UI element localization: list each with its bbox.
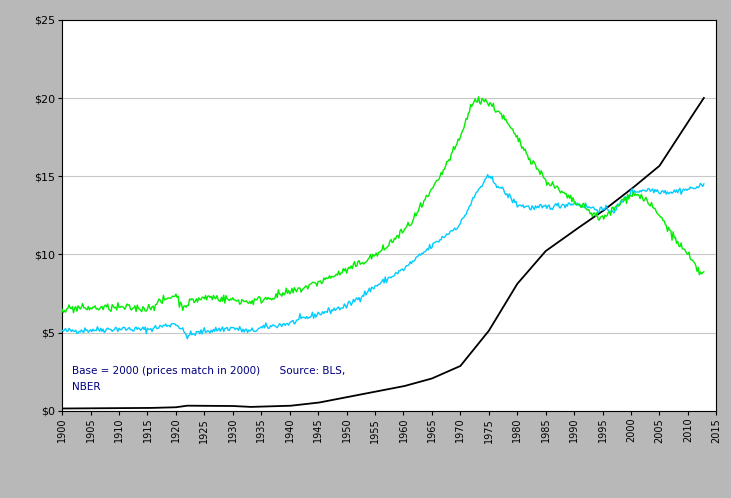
- Hourly earnings, CPI adjusted: [436, 237, 445, 243]
- Hourly earnings, CPI adjusted: [58, 327, 67, 333]
- Hourly earnings, CPI adjusted: [428, 240, 437, 246]
- Hourly earnings: [428, 375, 436, 381]
- Same, with addt'l corrections for real inflation per shadowstats.com: [436, 170, 445, 176]
- Line: Hourly earnings, CPI adjusted: Hourly earnings, CPI adjusted: [62, 175, 704, 339]
- Hourly earnings, CPI adjusted: [500, 190, 509, 196]
- Same, with addt'l corrections for real inflation per shadowstats.com: [559, 189, 568, 195]
- Same, with addt'l corrections for real inflation per shadowstats.com: [474, 94, 483, 100]
- Same, with addt'l corrections for real inflation per shadowstats.com: [69, 310, 78, 316]
- Hourly earnings, CPI adjusted: [483, 172, 492, 178]
- Text: Base = 2000 (prices match in 2000)      Source: BLS,: Base = 2000 (prices match in 2000) Sourc…: [72, 366, 345, 376]
- Line: Hourly earnings: Hourly earnings: [62, 98, 704, 408]
- Line: Same, with addt'l corrections for real inflation per shadowstats.com: Same, with addt'l corrections for real i…: [62, 97, 704, 313]
- Hourly earnings: [700, 95, 708, 101]
- Same, with addt'l corrections for real inflation per shadowstats.com: [428, 185, 437, 191]
- Same, with addt'l corrections for real inflation per shadowstats.com: [700, 269, 708, 275]
- Hourly earnings, CPI adjusted: [183, 336, 192, 342]
- Same, with addt'l corrections for real inflation per shadowstats.com: [612, 203, 621, 209]
- Hourly earnings, CPI adjusted: [559, 202, 568, 208]
- Hourly earnings: [545, 246, 553, 251]
- Hourly earnings, CPI adjusted: [612, 207, 621, 213]
- Hourly earnings: [557, 237, 566, 243]
- Same, with addt'l corrections for real inflation per shadowstats.com: [500, 117, 509, 123]
- Same, with addt'l corrections for real inflation per shadowstats.com: [58, 306, 67, 312]
- Hourly earnings: [58, 405, 67, 411]
- Hourly earnings: [498, 305, 507, 311]
- Hourly earnings, CPI adjusted: [700, 181, 708, 187]
- Hourly earnings: [610, 199, 618, 205]
- Same, with addt'l corrections for real inflation per shadowstats.com: [547, 182, 556, 188]
- Text: NBER: NBER: [72, 381, 100, 391]
- Hourly earnings, CPI adjusted: [547, 205, 556, 211]
- Hourly earnings: [436, 372, 444, 378]
